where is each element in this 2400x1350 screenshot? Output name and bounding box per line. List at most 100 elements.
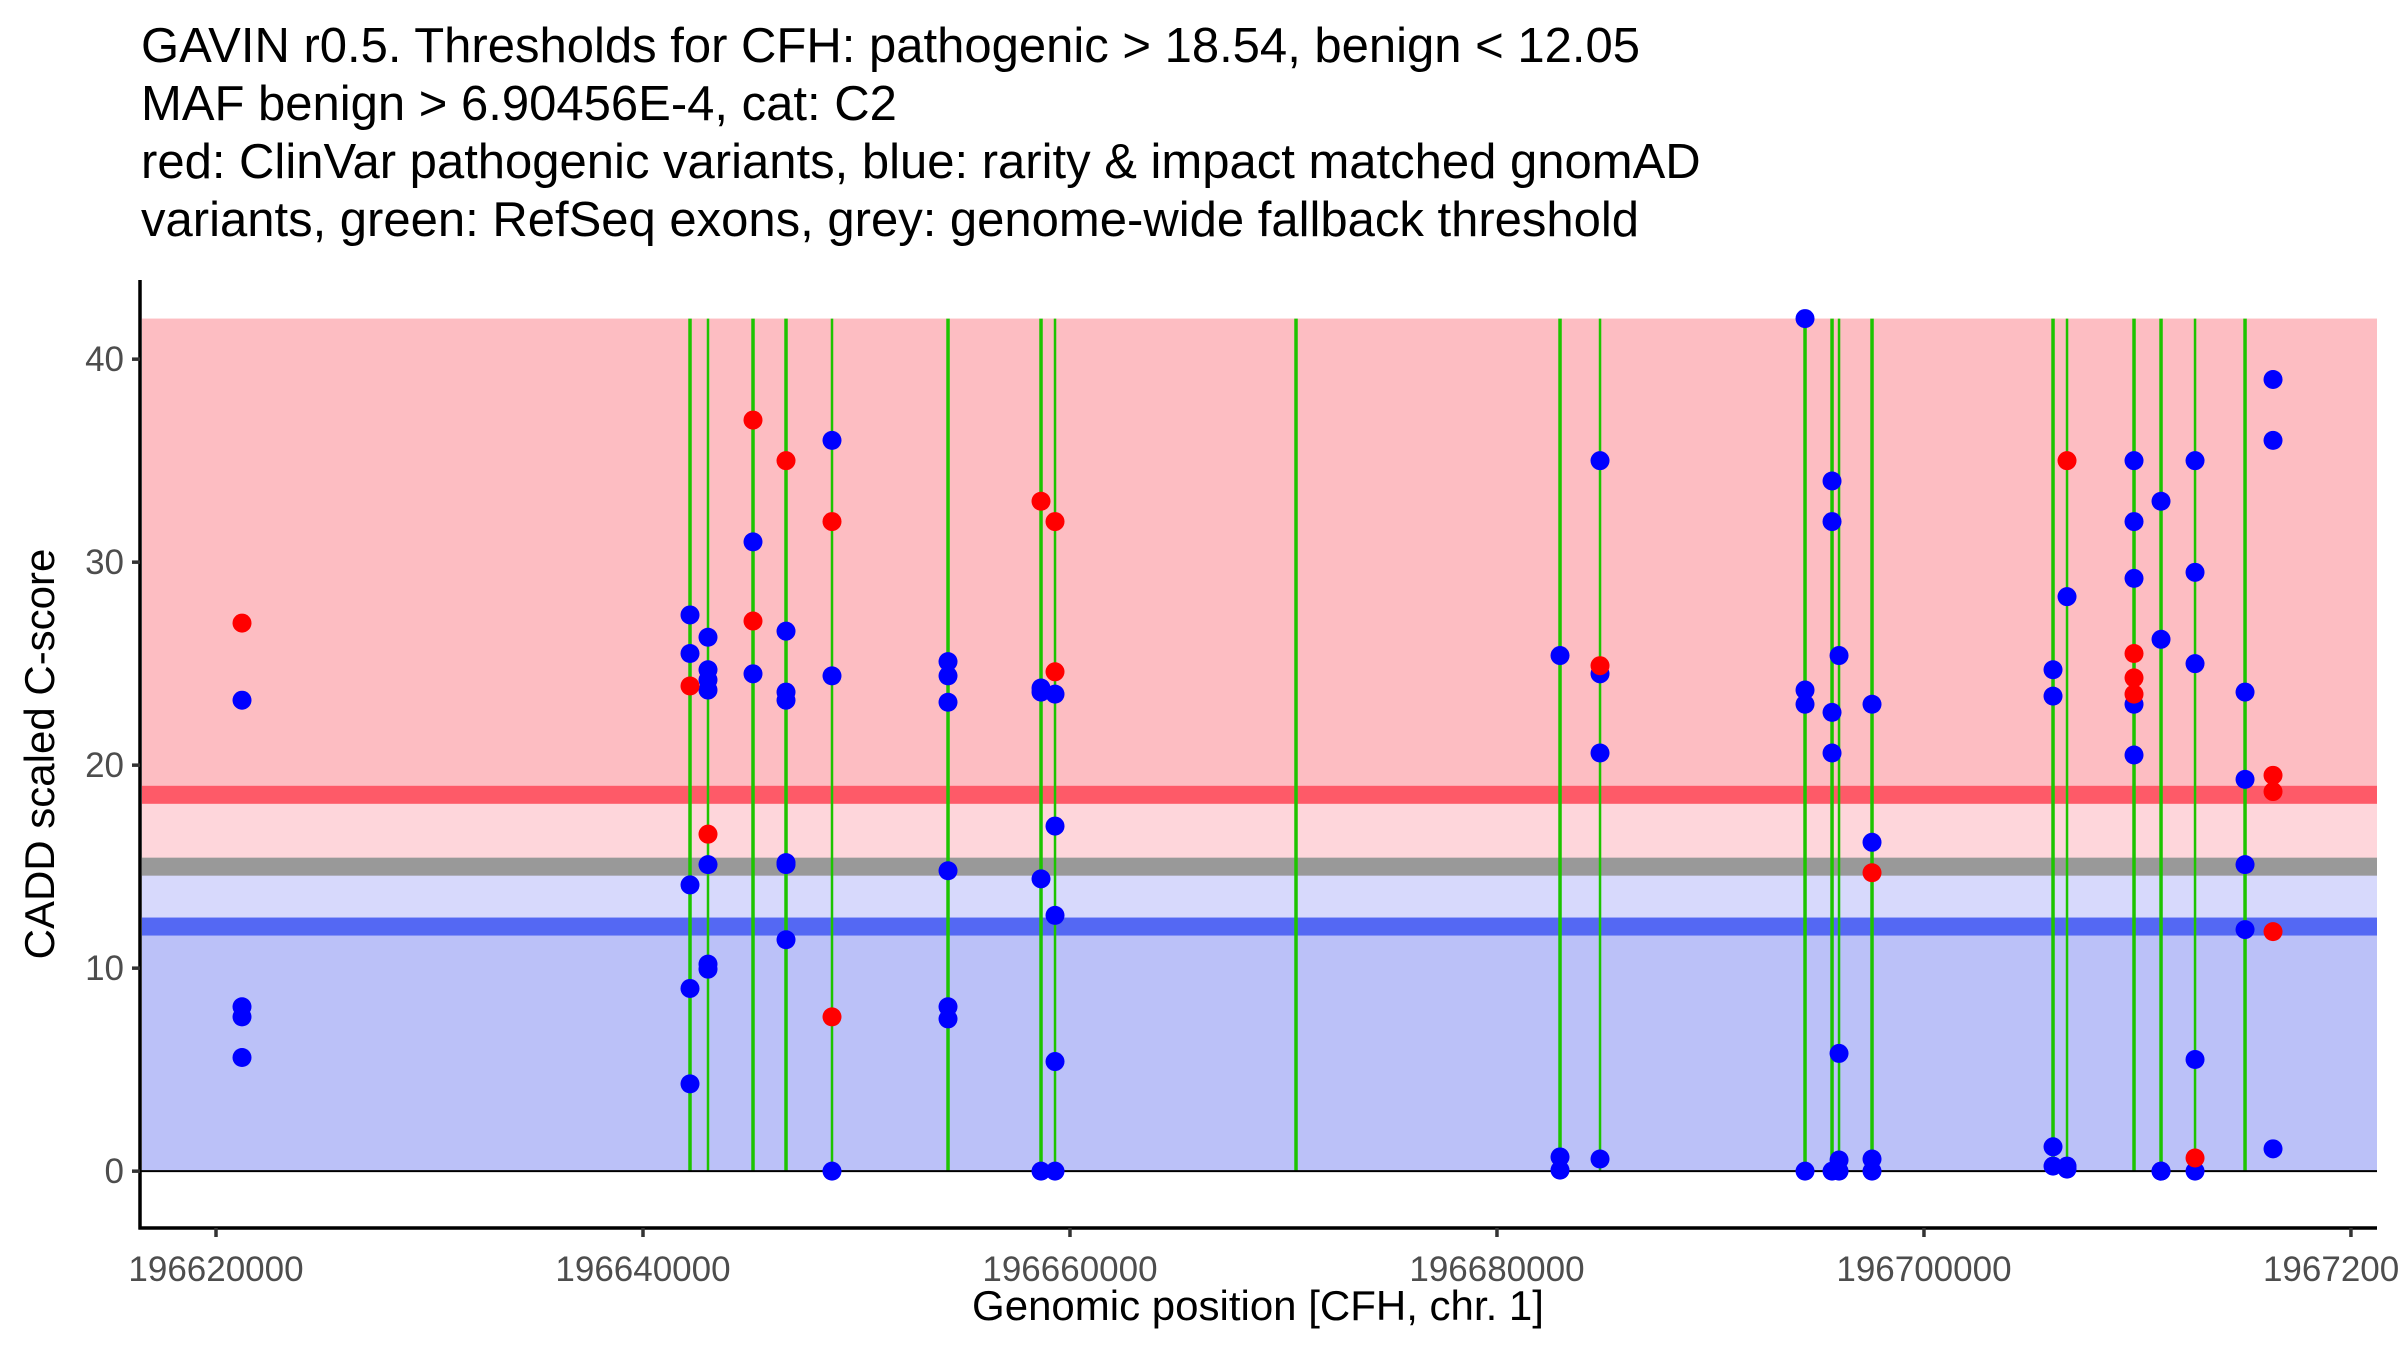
benign-region	[142, 926, 2377, 1172]
title-line-1: GAVIN r0.5. Thresholds for CFH: pathogen…	[141, 19, 1640, 73]
fallback-pathogenic-region	[142, 794, 2377, 867]
clinvar-point	[2185, 1148, 2205, 1168]
clinvar-point	[232, 613, 252, 633]
gnomad-point	[1829, 646, 1849, 666]
x-tick-label: 196620000	[128, 1250, 303, 1289]
y-ticks: 0 10 20 30 40	[85, 340, 140, 1191]
gnomad-point	[2124, 451, 2144, 471]
gnomad-point	[1550, 646, 1570, 666]
gnomad-point	[1045, 1161, 1065, 1181]
y-tick-label: 30	[85, 543, 124, 582]
gnomad-point	[2043, 1137, 2063, 1157]
gnomad-point	[1862, 694, 1882, 714]
gnomad-point	[232, 1007, 252, 1027]
clinvar-point	[776, 451, 796, 471]
clinvar-point	[743, 410, 763, 430]
title-line-2: MAF benign > 6.90456E-4, cat: C2	[141, 77, 897, 131]
gnomad-point	[1031, 1161, 1051, 1181]
gnomad-point	[2057, 1159, 2077, 1179]
x-ticks: 196620000 196640000 196660000 196680000 1967…	[128, 1228, 2399, 1289]
gnomad-point	[1862, 1161, 1882, 1181]
chart-title: GAVIN r0.5. Thresholds for CFH: pathogen…	[141, 19, 1701, 247]
gnomad-point	[1045, 1052, 1065, 1072]
clinvar-point	[2263, 922, 2283, 942]
gnomad-point	[2263, 1139, 2283, 1159]
gnomad-point	[680, 644, 700, 664]
gnomad-point	[2151, 491, 2171, 511]
gnomad-point	[1045, 816, 1065, 836]
gnomad-point	[680, 1074, 700, 1094]
data-points	[232, 309, 2283, 1181]
gnomad-point	[776, 930, 796, 950]
gnomad-point	[1045, 684, 1065, 704]
gnomad-point	[1795, 680, 1815, 700]
gnomad-point	[776, 690, 796, 710]
title-line-4: variants, green: RefSeq exons, grey: gen…	[141, 193, 1639, 247]
gnomad-point	[680, 875, 700, 895]
gnomad-point	[938, 1009, 958, 1029]
gnomad-point	[698, 959, 718, 979]
gnomad-point	[1550, 1160, 1570, 1180]
x-axis-title: Genomic position [CFH, chr. 1]	[972, 1282, 1544, 1329]
x-tick-label: 196700000	[1836, 1250, 2011, 1289]
gnomad-point	[938, 692, 958, 712]
clinvar-point	[822, 512, 842, 532]
gnomad-point	[2185, 562, 2205, 582]
gnomad-point	[938, 666, 958, 686]
gnomad-point	[1822, 702, 1842, 722]
gnomad-point	[2043, 686, 2063, 706]
gnomad-point	[1795, 694, 1815, 714]
gnomad-point	[698, 680, 718, 700]
clinvar-point	[2124, 684, 2144, 704]
gnomad-point	[2185, 654, 2205, 674]
fallback-benign-region	[142, 866, 2377, 927]
gnomad-point	[2151, 629, 2171, 649]
gnomad-point	[1031, 869, 1051, 889]
gnomad-point	[232, 1047, 252, 1067]
clinvar-point	[1045, 512, 1065, 532]
clinvar-point	[680, 676, 700, 696]
clinvar-point	[2263, 765, 2283, 785]
clinvar-point	[743, 611, 763, 631]
gnomad-point	[2057, 587, 2077, 607]
clinvar-point	[2124, 668, 2144, 688]
gnomad-point	[2124, 568, 2144, 588]
gnomad-point	[743, 664, 763, 684]
clinvar-point	[2057, 451, 2077, 471]
gnomad-point	[822, 666, 842, 686]
x-tick-label: 196640000	[555, 1250, 730, 1289]
pathogenic-region	[142, 318, 2377, 795]
x-tick-label: 1967200	[2263, 1250, 2399, 1289]
gnomad-point	[822, 430, 842, 450]
clinvar-point	[2263, 782, 2283, 802]
gnomad-point	[1822, 743, 1842, 763]
gnomad-point	[698, 627, 718, 647]
gnomad-point	[776, 621, 796, 641]
clinvar-point	[1862, 863, 1882, 883]
y-tick-label: 10	[85, 949, 124, 988]
clinvar-point	[822, 1007, 842, 1027]
y-axis-title: CADD scaled C-score	[16, 549, 63, 960]
gnomad-point	[2263, 430, 2283, 450]
y-tick-label: 20	[85, 746, 124, 785]
benign-threshold	[142, 917, 2377, 936]
y-tick-label: 40	[85, 340, 124, 379]
gnomad-point	[1829, 1043, 1849, 1063]
gnomad-point	[2124, 745, 2144, 765]
gnomad-point	[1550, 1147, 1570, 1167]
clinvar-point	[698, 824, 718, 844]
fallback-threshold	[142, 857, 2377, 876]
gnomad-point	[1795, 1161, 1815, 1181]
title-line-3: red: ClinVar pathogenic variants, blue: …	[141, 135, 1701, 189]
gnomad-point	[2185, 1161, 2205, 1181]
clinvar-point	[2124, 644, 2144, 664]
clinvar-point	[1031, 491, 1051, 511]
gnomad-point	[1795, 309, 1815, 329]
gnomad-point	[1862, 832, 1882, 852]
gnomad-point	[743, 532, 763, 552]
gnomad-point	[680, 605, 700, 625]
gnomad-point	[2235, 682, 2255, 702]
gnomad-point	[1822, 512, 1842, 532]
